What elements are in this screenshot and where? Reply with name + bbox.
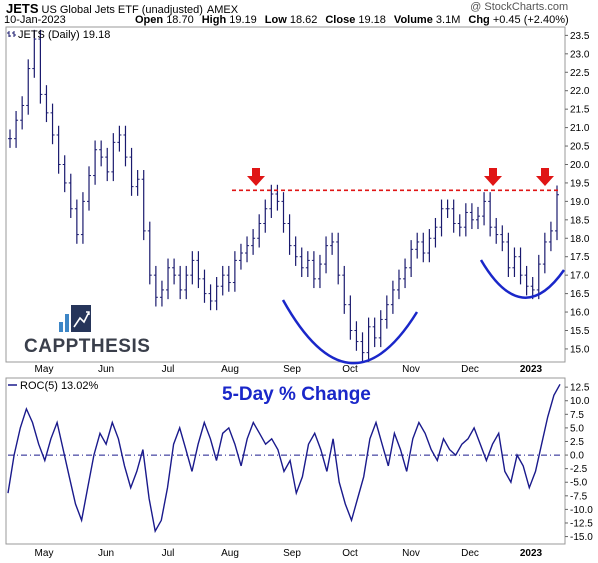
high-label: High	[201, 14, 227, 26]
high-value: 19.19	[229, 14, 257, 26]
arrow-down-icon	[484, 168, 502, 186]
roc-tick-label: 12.5	[570, 383, 590, 394]
roc-line	[7, 383, 561, 534]
roc-tick-label: -5.0	[570, 478, 588, 489]
price-tick-label: 23.5	[570, 31, 590, 42]
rounding-bottom-arc	[281, 299, 419, 365]
roc-title: 5-Day % Change	[222, 384, 371, 405]
price-tick-label: 21.0	[570, 123, 590, 134]
close-label: Close	[325, 14, 356, 26]
price-month-label: Oct	[342, 364, 358, 375]
close-value: 19.18	[358, 14, 386, 26]
price-month-label: Jun	[98, 364, 114, 375]
roc-month-label: Sep	[283, 548, 301, 559]
roc-tick-label: -10.0	[570, 505, 593, 516]
price-month-label: Jul	[162, 364, 175, 375]
roc-tick-label: 2.5	[570, 437, 584, 448]
price-month-label: Dec	[461, 364, 479, 375]
price-tick-label: 16.0	[570, 308, 590, 319]
roc-tick-label: -15.0	[570, 532, 593, 543]
roc-month-label: Dec	[461, 548, 479, 559]
price-tick-label: 18.5	[570, 215, 590, 226]
fund-name: US Global Jets ETF (unadjusted)	[41, 4, 203, 16]
resistance-arrows	[247, 168, 554, 186]
roc-tick-label: 7.5	[570, 410, 584, 421]
chg-label: Chg	[468, 14, 490, 26]
price-panel	[5, 26, 566, 363]
quote-date: 10-Jan-2023	[4, 14, 66, 26]
roc-month-label: 2023	[520, 548, 543, 559]
price-tick-label: 21.5	[570, 105, 590, 116]
price-month-label: Sep	[283, 364, 301, 375]
price-tick-label: 18.0	[570, 234, 590, 245]
price-tick-label: 23.0	[570, 49, 590, 60]
chg-value: +0.45 (+2.40%)	[492, 14, 569, 26]
ohlc-legend-icon	[7, 31, 11, 37]
roc-tick-label: 10.0	[570, 396, 590, 407]
roc-month-label: Jul	[162, 548, 175, 559]
bottom-month-labels: May Jun Jul Aug Sep Oct Nov Dec 2023	[35, 548, 543, 559]
roc-tick-label: -7.5	[570, 491, 588, 502]
price-tick-label: 20.5	[570, 142, 590, 153]
price-month-label: May	[35, 364, 54, 375]
price-tick-label: 19.5	[570, 178, 590, 189]
cappthesis-logo: CAPPTHESIS	[24, 305, 150, 357]
credit: @ StockCharts.com	[470, 1, 569, 13]
price-tick-label: 19.0	[570, 197, 590, 208]
roc-legend-text: ROC(5) 13.02%	[20, 380, 98, 392]
chart-header: JETS US Global Jets ETF (unadjusted) AMEX …	[6, 1, 568, 16]
price-tick-label: 17.5	[570, 252, 590, 263]
logo-text: CAPPTHESIS	[24, 336, 150, 357]
price-tick-label: 22.5	[570, 68, 590, 79]
price-month-label: 2023	[520, 364, 543, 375]
open-label: Open	[135, 14, 164, 26]
price-legend-text: JETS (Daily) 19.18	[18, 29, 110, 41]
roc-panel	[5, 377, 566, 545]
price-tick-label: 17.0	[570, 271, 590, 282]
arrow-down-icon	[536, 168, 554, 186]
low-value: 18.62	[289, 14, 318, 26]
arrow-down-icon	[247, 168, 265, 186]
symbol: JETS	[6, 1, 39, 16]
roc-month-label: May	[35, 548, 54, 559]
rounding-bottom-arc-recent	[479, 259, 566, 299]
price-tick-label: 15.5	[570, 326, 590, 337]
price-tick-label: 20.0	[570, 160, 590, 171]
price-tick-label: 16.5	[570, 289, 590, 300]
volume-value: 3.1M	[435, 14, 461, 26]
price-month-label: Aug	[221, 364, 239, 375]
volume-label: Volume	[393, 14, 433, 26]
price-axis-ticks: 15.0 15.5 16.0 16.5 17.0 17.5 18.0 18.5 19.0 19.5…	[565, 31, 590, 355]
roc-tick-label: -2.5	[570, 464, 588, 475]
roc-axis-ticks: 12.5 10.0 7.5 5.0 2.5 0.0 -2.5 -5.0 -7.5 -10.0 -12…	[565, 383, 593, 543]
price-tick-label: 22.0	[570, 86, 590, 97]
roc-legend: ROC(5) 13.02%	[8, 380, 98, 392]
roc-month-label: Oct	[342, 548, 358, 559]
roc-month-label: Aug	[221, 548, 239, 559]
roc-tick-label: -12.5	[570, 518, 593, 529]
price-month-label: Nov	[402, 364, 420, 375]
price-tick-label: 15.0	[570, 344, 590, 355]
roc-month-label: Nov	[402, 548, 420, 559]
price-month-ticks: May Jun Jul Aug Sep Oct Nov Dec 2023	[35, 364, 543, 375]
price-legend: JETS (Daily) 19.18	[7, 29, 110, 41]
ohlc-values: Open 18.70 High 19.19 Low 18.62 Close 19.18…	[135, 14, 569, 26]
roc-month-label: Jun	[98, 548, 114, 559]
low-label: Low	[264, 14, 287, 26]
roc-tick-label: 0.0	[570, 451, 584, 462]
price-bars	[8, 29, 559, 362]
roc-tick-label: 5.0	[570, 423, 584, 434]
exchange: AMEX	[206, 4, 239, 16]
open-value: 18.70	[166, 14, 194, 26]
